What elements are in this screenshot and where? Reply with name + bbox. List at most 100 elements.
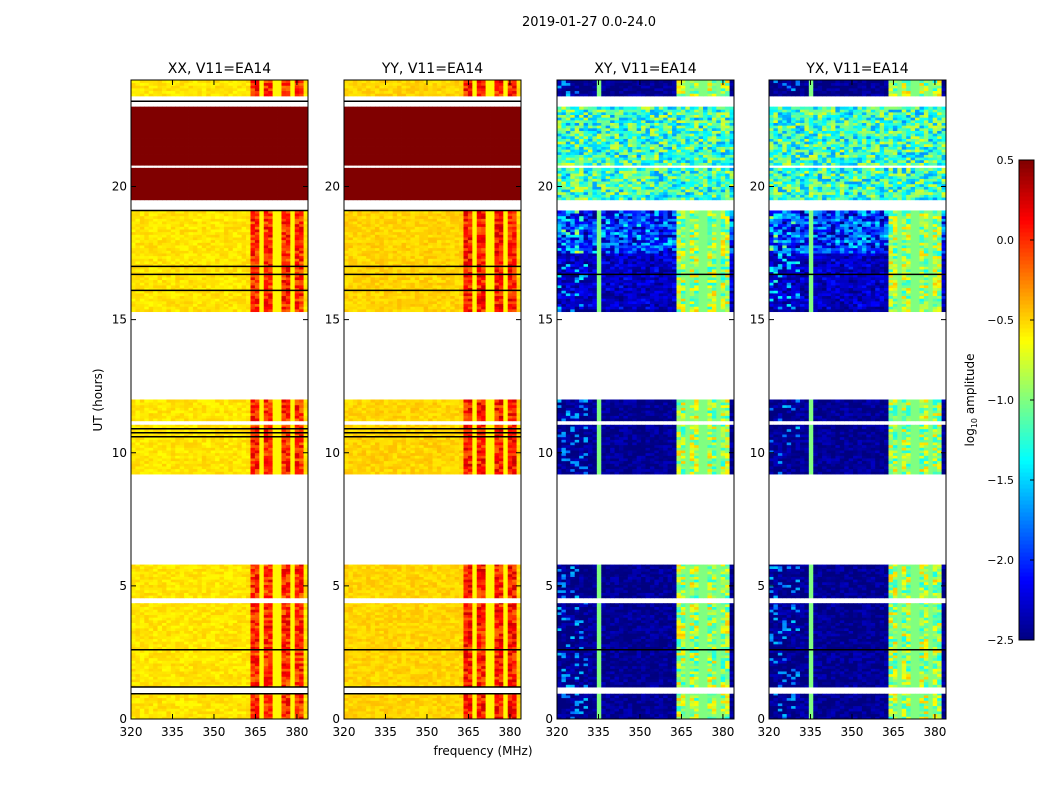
heatmap-cell: [250, 571, 256, 575]
heatmap-cell: [228, 245, 234, 249]
heatmap-cell: [166, 223, 172, 227]
heatmap-cell: [241, 641, 247, 645]
heatmap-cell: [241, 627, 247, 631]
heatmap-cell: [206, 619, 212, 624]
heatmap-cell: [184, 298, 189, 302]
heatmap-cell: [232, 282, 238, 286]
heatmap-cell: [139, 649, 145, 653]
heatmap-cell: [166, 611, 172, 616]
heatmap-cell: [184, 189, 189, 193]
heatmap-cell: [201, 693, 207, 696]
heatmap-cell: [223, 287, 229, 291]
heatmap-cell: [131, 606, 136, 610]
heatmap-cell: [144, 266, 150, 270]
heatmap-cell: [219, 266, 225, 270]
heatmap-cell: [184, 410, 189, 414]
heatmap-cell: [184, 242, 189, 246]
heatmap-cell: [299, 635, 304, 639]
heatmap-cell: [219, 627, 225, 631]
heatmap-cell: [277, 619, 282, 624]
heatmap-cell: [246, 428, 251, 432]
heatmap-cell: [290, 697, 296, 701]
heatmap-cell: [166, 627, 172, 631]
heatmap-cell: [263, 303, 269, 307]
heatmap-cell: [170, 584, 176, 588]
heatmap-cell: [237, 463, 243, 467]
heatmap-cell: [184, 274, 189, 278]
heatmap-cell: [166, 716, 172, 720]
heatmap-cell: [188, 250, 194, 254]
heatmap-cell: [215, 287, 220, 291]
heatmap-cell: [153, 455, 158, 459]
heatmap-cell: [157, 676, 163, 680]
heatmap-cell: [153, 697, 158, 701]
heatmap-cell: [206, 673, 212, 677]
heatmap-cell: [268, 271, 274, 275]
heatmap-cell: [268, 295, 274, 299]
heatmap-cell: [215, 684, 220, 688]
heatmap-cell: [184, 668, 189, 672]
heatmap-cell: [228, 303, 234, 307]
heatmap-cell: [210, 635, 216, 639]
heatmap-cell: [250, 471, 256, 475]
heatmap-cell: [228, 663, 234, 667]
heatmap-cell: [188, 298, 194, 302]
heatmap-cell: [299, 258, 304, 262]
heatmap-cell: [215, 221, 220, 225]
heatmap-cell: [259, 444, 265, 448]
heatmap-cell: [170, 274, 176, 278]
heatmap-cell: [192, 619, 198, 624]
heatmap-cell: [263, 442, 269, 446]
heatmap-cell: [228, 660, 234, 664]
heatmap-cell: [148, 197, 154, 201]
heatmap-cell: [175, 466, 181, 470]
heatmap-cell: [153, 617, 158, 621]
heatmap-cell: [197, 630, 203, 634]
heatmap-cell: [179, 404, 185, 408]
heatmap-cell: [259, 189, 265, 193]
heatmap-cell: [250, 633, 256, 637]
heatmap-cell: [144, 622, 150, 626]
heatmap-cell: [201, 226, 207, 230]
heatmap-cell: [254, 584, 260, 588]
heatmap-cell: [139, 684, 145, 688]
heatmap-cell: [170, 237, 176, 241]
heatmap-cell: [241, 404, 247, 408]
heatmap-cell: [259, 274, 265, 278]
heatmap-cell: [299, 306, 304, 310]
heatmap-cell: [179, 460, 185, 464]
heatmap-cell: [139, 223, 145, 227]
heatmap-cell: [259, 426, 265, 430]
heatmap-cell: [268, 285, 274, 289]
heatmap-cell: [268, 657, 274, 661]
heatmap-cell: [272, 652, 278, 656]
heatmap-cell: [241, 218, 247, 222]
heatmap-cell: [153, 622, 158, 626]
heatmap-cell: [281, 681, 287, 685]
heatmap-cell: [232, 258, 238, 262]
heatmap-cell: [210, 627, 216, 631]
heatmap-cell: [263, 611, 269, 616]
heatmap-cell: [153, 308, 158, 313]
heatmap-cell: [299, 239, 304, 243]
heatmap-cell: [246, 404, 251, 408]
heatmap-cell: [184, 697, 189, 701]
heatmap-cell: [175, 617, 181, 621]
heatmap-cell: [259, 455, 265, 459]
heatmap-cell: [179, 564, 185, 567]
heatmap-cell: [144, 708, 150, 712]
heatmap-cell: [232, 614, 238, 618]
heatmap-cell: [232, 452, 238, 456]
heatmap-cell: [250, 210, 256, 214]
heatmap-cell: [192, 633, 198, 637]
heatmap-cell: [299, 646, 304, 650]
heatmap-cell: [135, 592, 141, 596]
heatmap-cell: [223, 592, 229, 596]
heatmap-cell: [241, 581, 247, 585]
heatmap-cell: [148, 627, 154, 631]
heatmap-cell: [166, 573, 172, 577]
heatmap-cell: [250, 455, 256, 459]
heatmap-cell: [272, 713, 278, 717]
heatmap-cell: [161, 306, 167, 310]
heatmap-cell: [179, 611, 185, 616]
